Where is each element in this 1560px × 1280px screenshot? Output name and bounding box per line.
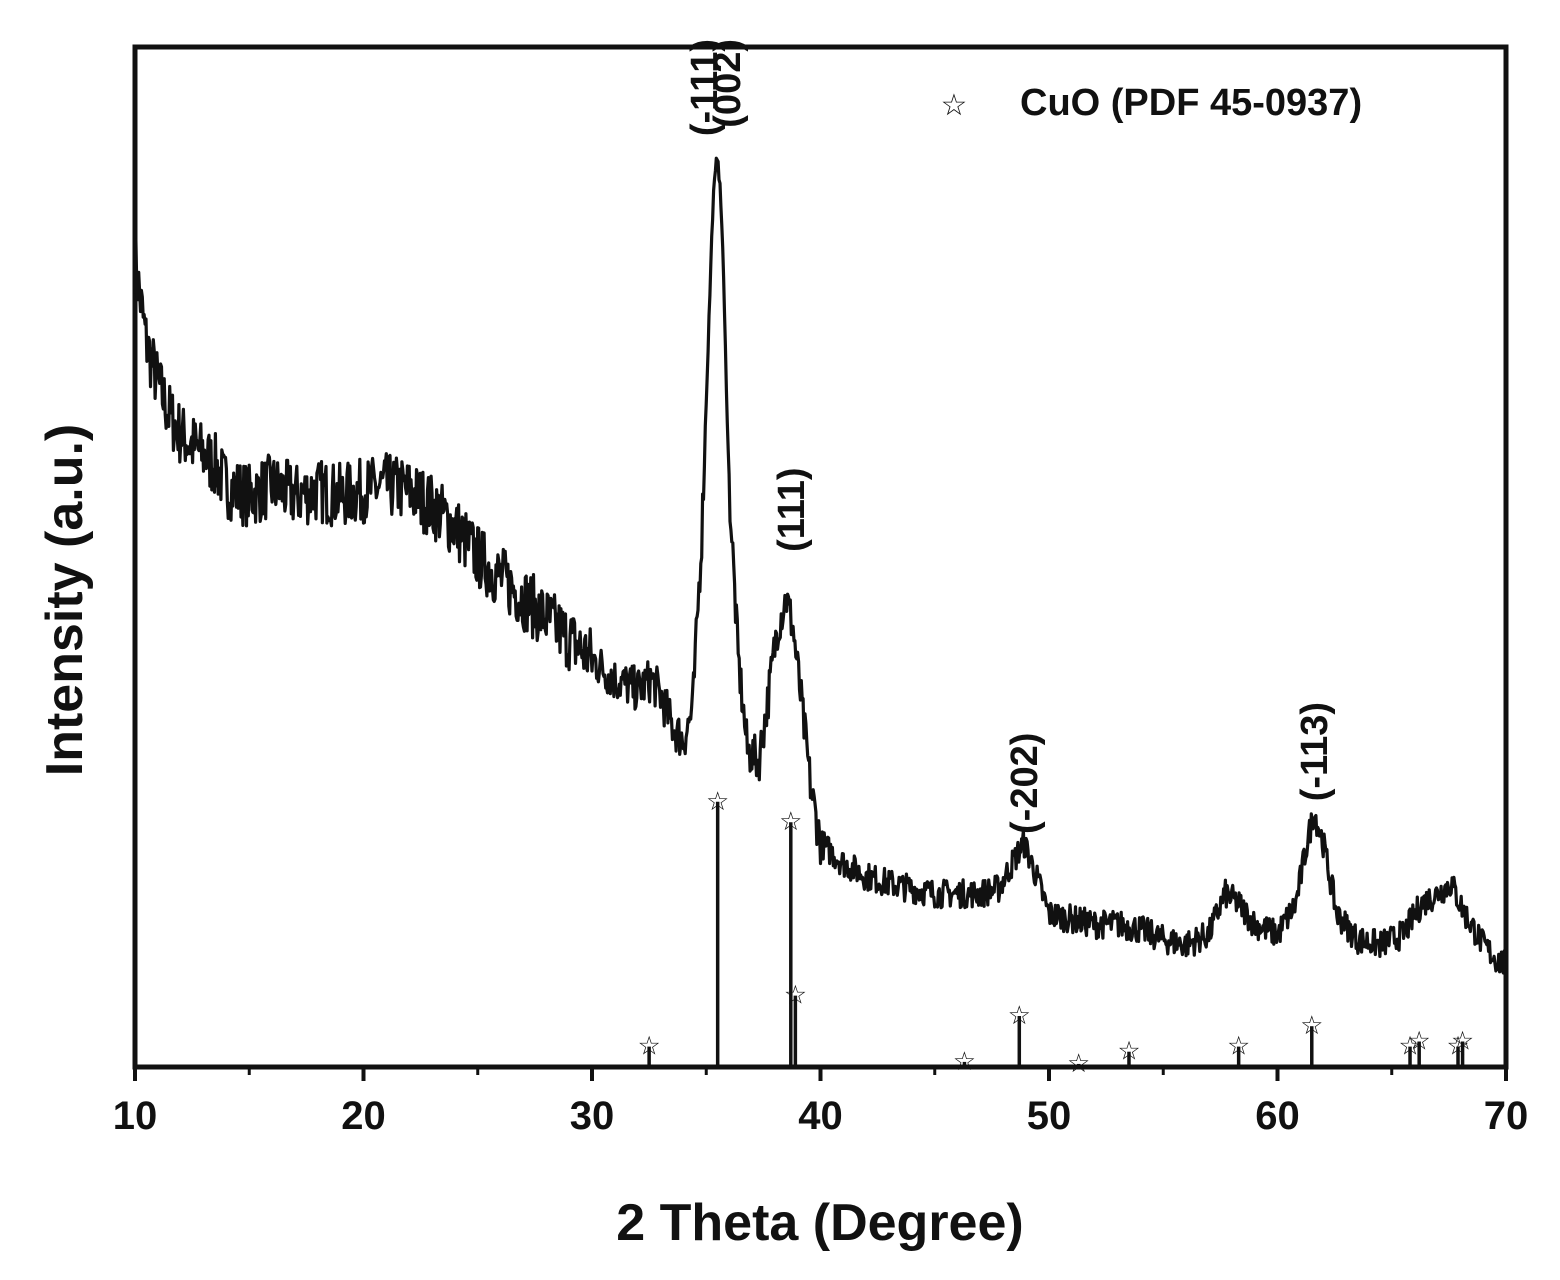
- star-icon: ☆: [784, 981, 807, 1011]
- x-tick-label: 10: [113, 1094, 158, 1138]
- star-icon: ☆: [1451, 1027, 1474, 1057]
- peak-label: (-111): [684, 39, 726, 136]
- x-tick-label: 50: [1027, 1094, 1072, 1138]
- star-icon: ☆: [1408, 1027, 1431, 1057]
- plot-frame: [132, 44, 1509, 1070]
- star-icon: ☆: [1398, 1032, 1421, 1062]
- x-tick-label: 70: [1484, 1094, 1529, 1138]
- peak-label: (-202): [1004, 733, 1046, 834]
- peak-label: (111): [771, 467, 813, 552]
- reference-pattern: ☆☆☆☆☆☆☆ ☆ ☆☆☆☆ ☆☆: [637, 787, 1474, 1079]
- legend-star-icon: ☆: [941, 88, 968, 123]
- star-icon: ☆: [637, 1032, 660, 1062]
- legend: ☆ CuO (PDF 45-0937): [941, 82, 1363, 124]
- star-icon: ☆: [1300, 1011, 1323, 1041]
- x-tick-label: 30: [570, 1094, 615, 1138]
- star-icon: ☆: [1117, 1037, 1140, 1067]
- peak-label: (-113): [1294, 702, 1336, 801]
- star-icon: ☆: [1008, 1001, 1031, 1031]
- peak-label: (002): [707, 39, 749, 128]
- x-axis-title: 2 Theta (Degree): [616, 1194, 1023, 1252]
- star-icon: ☆: [1067, 1049, 1090, 1079]
- y-axis-title: Intensity (a.u.): [36, 424, 94, 776]
- star-icon: ☆: [953, 1047, 976, 1077]
- star-icon: ☆: [779, 807, 802, 837]
- peak-annotations: (-111)(002) (111) (-202) (-113): [684, 39, 1336, 834]
- x-tick-label: 20: [341, 1094, 386, 1138]
- legend-label: CuO (PDF 45-0937): [1020, 82, 1362, 124]
- series-line: [133, 156, 1508, 975]
- x-tick-label: 60: [1255, 1094, 1300, 1138]
- x-tick-label: 40: [798, 1094, 843, 1138]
- x-axis-ticks: 10 20 30 40 50 60 70: [113, 1067, 1529, 1138]
- star-icon: ☆: [706, 787, 729, 817]
- star-icon: ☆: [1227, 1032, 1250, 1062]
